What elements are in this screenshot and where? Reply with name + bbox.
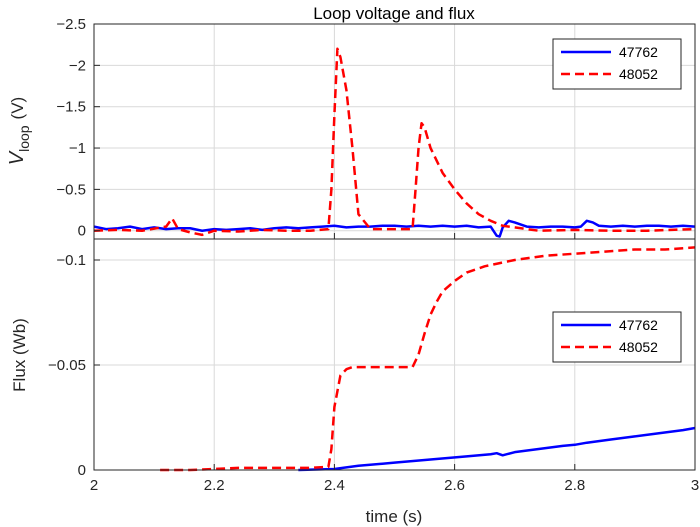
bottom-y-tick-label: −0.05 — [48, 357, 86, 374]
top-legend-label-47762: 47762 — [619, 44, 658, 60]
bottom-y-ticks: 0 −0.05 −0.1 — [48, 252, 696, 479]
y-label-unit: (V) — [8, 97, 27, 120]
x-tick-label: 2.2 — [204, 477, 225, 494]
y-label-main: V — [6, 150, 28, 165]
top-y-tick-label: −2.5 — [56, 16, 86, 33]
bottom-y-tick-label: 0 — [78, 462, 86, 479]
x-tick-label: 2.6 — [444, 477, 465, 494]
loop-voltage-panel: Loop voltage and flux 0−0.5−1−1.5−2−2.5 … — [6, 4, 696, 240]
top-y-tick-label: 0 — [78, 223, 86, 240]
x-tick-label: 3 — [691, 477, 699, 494]
bottom-legend-label-48052: 48052 — [619, 339, 658, 355]
top-y-tick-label: −2 — [69, 57, 86, 74]
top-series-48052 — [93, 47, 696, 237]
top-series-47762 — [93, 219, 696, 238]
bottom-series-47762 — [298, 426, 696, 472]
top-legend-box — [552, 38, 682, 90]
x-tick-label: 2 — [90, 477, 98, 494]
bottom-legend: 47762 48052 — [552, 311, 682, 363]
x-tick-label: 2.8 — [564, 477, 585, 494]
bottom-y-tick-label: −0.1 — [56, 252, 86, 269]
top-y-tick-label: −0.5 — [56, 181, 86, 198]
bottom-series-group — [160, 246, 696, 472]
top-y-tick-label: −1.5 — [56, 99, 86, 116]
x-tick-label: 2.4 — [324, 477, 345, 494]
top-y-axis-label: Vloop (V) — [6, 97, 32, 165]
top-legend: 47762 48052 — [552, 38, 682, 90]
top-series-group — [93, 47, 696, 238]
top-y-ticks: 0 −0.5 −1 −1.5 −2 −2.5 — [56, 16, 696, 240]
top-legend-label-48052: 48052 — [619, 66, 658, 82]
flux-panel: 0 −0.05 −0.1 2 2.2 2.4 2.6 2.8 3 Flux (Wb) time… — [10, 238, 699, 526]
chart-title: Loop voltage and flux — [313, 4, 475, 23]
bottom-series-48052 — [160, 246, 696, 472]
bottom-grid — [94, 239, 695, 470]
top-y-tick-label: −1 — [69, 140, 86, 157]
bottom-legend-label-47762: 47762 — [619, 317, 658, 333]
bottom-legend-box — [552, 311, 682, 363]
bottom-y-axis-label: Flux (Wb) — [10, 318, 29, 392]
bottom-x-ticks: 2 2.2 2.4 2.6 2.8 3 — [90, 477, 699, 494]
y-label-sub: loop — [16, 125, 32, 152]
x-axis-label: time (s) — [366, 507, 423, 526]
bottom-axes-box — [93, 238, 696, 471]
